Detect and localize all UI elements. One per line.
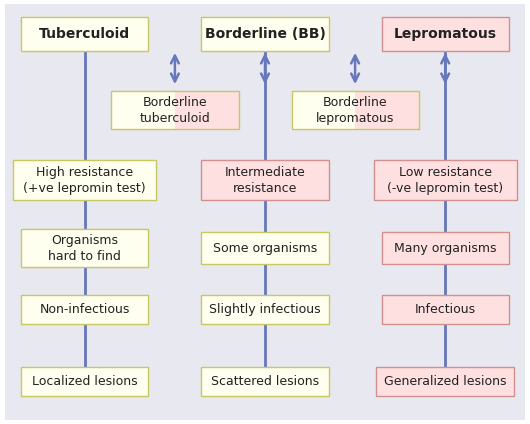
FancyBboxPatch shape: [175, 91, 238, 129]
Text: Intermediate
resistance: Intermediate resistance: [225, 166, 305, 195]
Text: Organisms
hard to find: Organisms hard to find: [48, 234, 121, 262]
FancyBboxPatch shape: [292, 91, 355, 129]
FancyBboxPatch shape: [376, 367, 514, 396]
Text: Localized lesions: Localized lesions: [32, 375, 138, 388]
Text: Low resistance
(-ve lepromin test): Low resistance (-ve lepromin test): [387, 166, 503, 195]
FancyBboxPatch shape: [382, 17, 509, 51]
FancyBboxPatch shape: [201, 295, 329, 324]
FancyBboxPatch shape: [374, 160, 517, 201]
Text: Borderline
lepromatous: Borderline lepromatous: [316, 96, 394, 125]
Text: Scattered lesions: Scattered lesions: [211, 375, 319, 388]
Text: Some organisms: Some organisms: [213, 242, 317, 254]
FancyBboxPatch shape: [111, 91, 175, 129]
FancyBboxPatch shape: [5, 4, 525, 420]
Text: Generalized lesions: Generalized lesions: [384, 375, 507, 388]
FancyBboxPatch shape: [382, 295, 509, 324]
Text: Lepromatous: Lepromatous: [394, 27, 497, 41]
Text: Infectious: Infectious: [414, 303, 476, 316]
FancyBboxPatch shape: [201, 160, 329, 201]
FancyBboxPatch shape: [201, 367, 329, 396]
FancyBboxPatch shape: [21, 17, 148, 51]
FancyBboxPatch shape: [201, 232, 329, 264]
FancyBboxPatch shape: [13, 160, 156, 201]
FancyBboxPatch shape: [201, 17, 329, 51]
Text: Many organisms: Many organisms: [394, 242, 497, 254]
Text: Borderline (BB): Borderline (BB): [205, 27, 325, 41]
Text: Non-infectious: Non-infectious: [40, 303, 130, 316]
FancyBboxPatch shape: [355, 91, 419, 129]
Text: Tuberculoid: Tuberculoid: [39, 27, 130, 41]
FancyBboxPatch shape: [21, 229, 148, 267]
Text: Slightly infectious: Slightly infectious: [209, 303, 321, 316]
FancyBboxPatch shape: [382, 232, 509, 264]
Text: Borderline
tuberculoid: Borderline tuberculoid: [139, 96, 210, 125]
FancyBboxPatch shape: [21, 295, 148, 324]
Text: High resistance
(+ve lepromin test): High resistance (+ve lepromin test): [23, 166, 146, 195]
FancyBboxPatch shape: [21, 367, 148, 396]
